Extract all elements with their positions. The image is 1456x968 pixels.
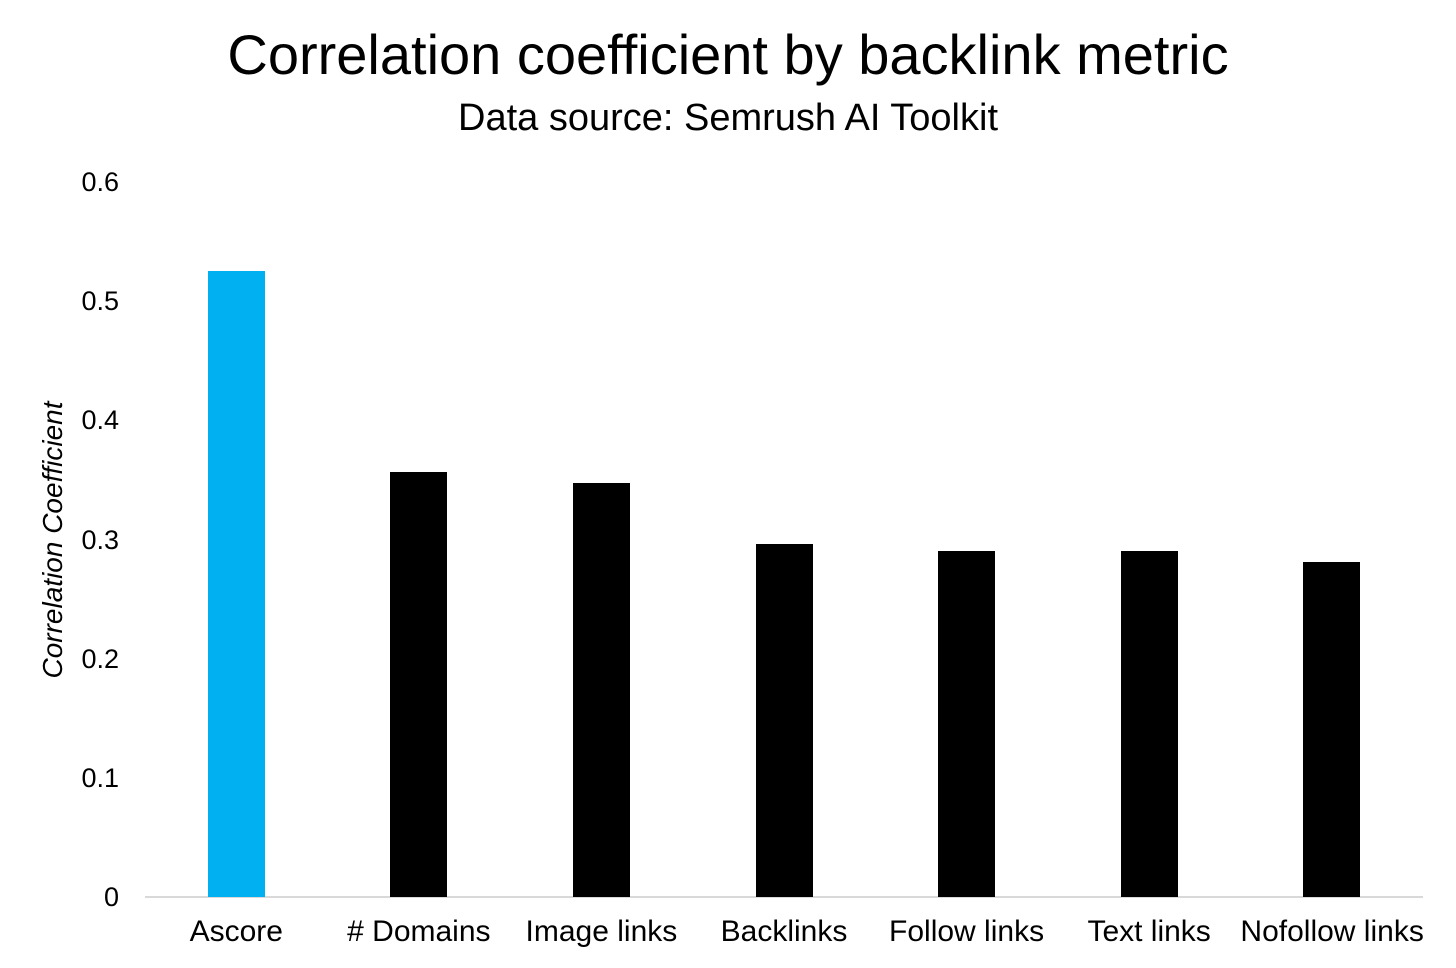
y-tick-label: 0.6 [81, 167, 119, 197]
x-axis-label: # Domains [347, 915, 491, 948]
y-tick-label: 0.5 [81, 286, 119, 317]
bar-ascore [207, 271, 265, 897]
y-tick-label: 0.2 [81, 643, 119, 674]
x-axis-label: Text links [1087, 915, 1211, 948]
x-axis-label: Follow links [889, 915, 1045, 948]
bar-backlinks [755, 544, 813, 897]
x-axis-label: Ascore [189, 915, 283, 948]
x-axis-line [145, 896, 1423, 898]
x-axis-label: Nofollow links [1240, 915, 1424, 948]
y-tick-label: 0.4 [81, 405, 119, 436]
x-axis-label: Image links [525, 915, 678, 948]
chart-title: Correlation coefficient by backlink metr… [227, 23, 1229, 86]
y-tick-label: 0.3 [81, 524, 119, 555]
chart-subtitle: Data source: Semrush AI Toolkit [458, 97, 998, 139]
bar-domains [390, 471, 448, 897]
x-axis-label: Backlinks [720, 915, 848, 948]
bar-follow-links [938, 551, 996, 897]
bar-image-links [572, 483, 630, 897]
bar-nofollow-links [1303, 562, 1361, 897]
y-tick-label: 0 [103, 882, 119, 912]
y-tick-label: 0.1 [81, 762, 119, 793]
bar-text-links [1120, 551, 1178, 897]
